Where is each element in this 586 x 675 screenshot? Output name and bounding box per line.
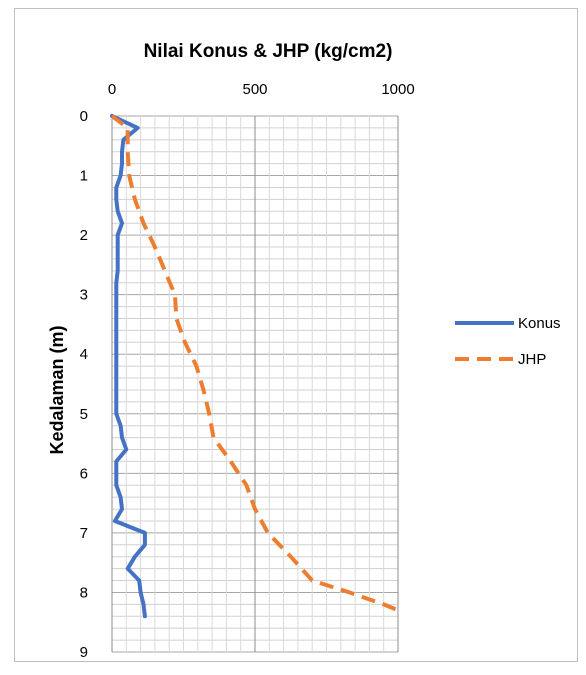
grid-layer bbox=[111, 115, 399, 653]
y-tick-label: 4 bbox=[80, 346, 88, 363]
y-tick-label: 3 bbox=[80, 287, 88, 304]
legend-label-konus: Konus bbox=[518, 315, 561, 332]
y-tick-label: 7 bbox=[80, 525, 88, 542]
chart-title: Nilai Konus & JHP (kg/cm2) bbox=[144, 41, 393, 62]
y-tick-label: 6 bbox=[80, 465, 88, 482]
x-tick-label: 0 bbox=[108, 81, 116, 98]
y-tick-label: 2 bbox=[80, 227, 88, 244]
y-tick-label: 1 bbox=[80, 168, 88, 185]
x-tick-label: 500 bbox=[242, 81, 267, 98]
y-tick-label: 0 bbox=[80, 108, 88, 125]
series-line-jhp bbox=[110, 114, 399, 613]
tick-layer: 0 500 1000 0 1 2 3 4 5 6 7 8 9 bbox=[80, 81, 415, 661]
y-tick-label: 8 bbox=[80, 584, 88, 601]
y-tick-label: 5 bbox=[80, 406, 88, 423]
legend: Konus JHP bbox=[455, 315, 561, 368]
series-layer bbox=[110, 114, 399, 619]
series-line-konus bbox=[110, 114, 147, 619]
y-axis-title: Kedalaman (m) bbox=[47, 325, 67, 454]
y-tick-label: 9 bbox=[80, 644, 88, 661]
x-tick-label: 1000 bbox=[381, 81, 414, 98]
chart-frame bbox=[14, 8, 578, 662]
legend-label-jhp: JHP bbox=[518, 351, 546, 368]
